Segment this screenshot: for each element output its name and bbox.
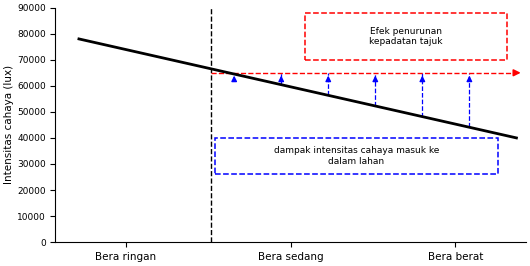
Y-axis label: Intensitas cahaya (lux): Intensitas cahaya (lux) <box>4 65 14 184</box>
Bar <box>215 138 498 174</box>
Text: Efek penurunan
kepadatan tajuk: Efek penurunan kepadatan tajuk <box>369 27 443 46</box>
Text: dampak intensitas cahaya masuk ke
dalam lahan: dampak intensitas cahaya masuk ke dalam … <box>274 147 439 166</box>
Bar <box>305 13 507 60</box>
